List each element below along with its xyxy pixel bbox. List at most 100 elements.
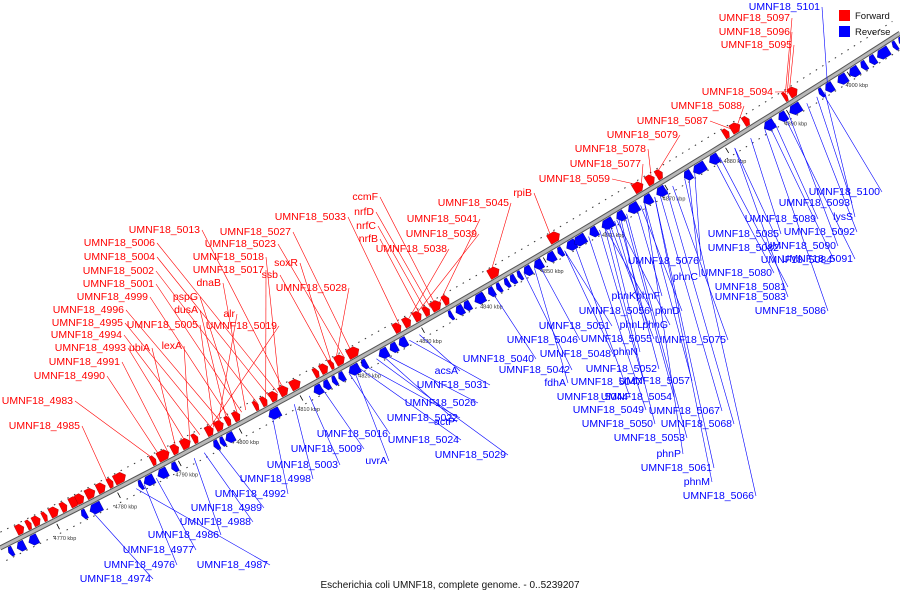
reverse-gene-label: UMNF18_5053 [614,432,685,444]
reverse-gene-label: phnC [673,271,699,283]
reverse-gene [546,250,558,263]
reverse-gene-label-connector [644,202,684,455]
reverse-gene-label: UMNF18_5092 [784,226,855,238]
reverse-gene-label: UMNF18_5055 [581,333,652,345]
tick-mark [725,147,730,154]
reverse-gene [268,406,283,420]
tick-label: 4880 kbp [724,159,747,165]
reverse-gene-label-connector [821,6,829,90]
reverse-gene-label-connector [734,147,789,298]
reverse-gene-label: UMNF18_4977 [123,544,194,556]
forward-gene [546,231,560,245]
reverse-gene-label-connector [620,217,639,297]
reverse-gene-label-connector [384,354,479,404]
legend-reverse-label: Reverse [855,27,890,38]
forward-gene-label-connector [641,163,644,184]
forward-gene [73,493,85,506]
forward-gene-label-connector [199,296,238,415]
tick-mark [786,109,790,116]
reverse-gene-label-connector [608,224,641,353]
forward-gene-label: UMNF18_5018 [193,251,264,263]
forward-gene [58,501,68,513]
forward-gene-label: UMNF18_5078 [575,143,646,155]
reverse-gene-label: UMNF18_5056 [579,305,650,317]
legend-reverse-swatch [839,26,850,37]
reverse-gene-label-connector [666,189,735,425]
reverse-gene-label-connector [155,477,197,551]
reverse-gene-label-connector [614,220,646,326]
reverse-gene-label-connector [764,129,829,312]
forward-gene-label-connector [151,347,177,448]
forward-gene-label: UMNF18_5027 [220,226,291,238]
reverse-gene-label: UMNF18_5091 [782,253,853,265]
reverse-gene-label-connector [294,404,314,480]
forward-gene-label-connector [611,178,640,186]
reverse-gene-label-connector [659,193,723,412]
reverse-gene [323,379,333,391]
forward-gene-label: pspG [173,291,198,303]
forward-gene [311,367,320,379]
forward-gene-label-connector [222,282,246,411]
forward-gene-label: lexA [162,340,182,352]
legend-forward-label: Forward [855,11,890,22]
reverse-gene-label: UMNF18_5084 [761,254,832,266]
forward-gene-label: dusA [174,304,198,316]
forward-gene-label: UMNF18_5004 [84,251,155,263]
reverse-gene-label: UMNF18_5016 [317,428,388,440]
forward-gene-label: UMNF18_4990 [34,370,105,382]
reverse-gene-label: acsA [435,365,458,377]
forward-gene-label: UMNF18_5097 [719,12,790,24]
reverse-gene [868,53,879,66]
forward-gene-label: UMNF18_4994 [51,329,122,341]
reverse-gene-label-connector [349,373,391,435]
forward-gene-label-connector [292,231,352,353]
reverse-gene [683,168,695,181]
forward-gene [277,385,289,398]
forward-gene-label: UMNF18_5088 [671,100,742,112]
forward-gene [643,174,655,187]
reverse-gene [891,40,900,51]
tick-label: 4900 kbp [845,83,868,89]
reverse-gene-label-connector [524,273,573,371]
forward-gene-label: UMNF18_5023 [205,238,276,250]
reverse-gene-label: UMNF18_5042 [499,364,570,376]
reverse-gene-label-connector [564,250,613,327]
reverse-gene-label-connector [644,202,693,382]
reverse-gene-label: UMNF18_5080 [701,267,772,279]
reverse-gene-label: UMNF18_5029 [435,449,506,461]
reverse-gene-label: UMNF18_5090 [765,240,836,252]
forward-gene-label-connector [347,216,400,326]
reverse-gene-label: UMNF18_5100 [809,186,880,198]
forward-gene-label-connector [81,425,109,484]
forward-gene-label-connector [155,283,242,413]
reverse-gene-label: UMNF18_5003 [267,459,338,471]
forward-gene [421,305,430,318]
reverse-gene-label-connector [564,250,614,355]
reverse-gene-label-connector [309,395,341,466]
forward-gene-label: UMNF18_5002 [83,265,154,277]
reverse-gene-label: UMNF18_5068 [661,418,732,430]
forward-gene [345,346,360,360]
reverse-gene-label: UMNF18_5050 [582,418,653,430]
legend: Forward Reverse [839,10,890,38]
reverse-gene [447,309,456,321]
reverse-gene-label: UMNF18_5031 [417,379,488,391]
forward-gene-label: UMNF18_5017 [193,264,264,276]
forward-gene-label: UMNF18_4985 [9,420,80,432]
reverse-gene [16,539,28,552]
reverse-gene-label: UMNF18_5051 [539,320,610,332]
forward-gene [47,506,59,519]
reverse-gene-label-connector [784,116,856,260]
reverse-gene [137,479,146,491]
forward-gene-label-connector [335,287,350,361]
reverse-gene-label-connector [193,458,222,536]
reverse-gene-label: UMNF18_5066 [683,490,754,502]
forward-gene-label: soxR [274,257,298,269]
reverse-gene [7,545,16,557]
forward-gene-label: UMNF18_5005 [127,319,198,331]
reverse-gene-label-connector [534,268,569,384]
forward-gene-label: UMNF18_5033 [275,211,346,223]
reverse-gene-label-connector [382,355,458,423]
tick-mark [299,395,304,401]
